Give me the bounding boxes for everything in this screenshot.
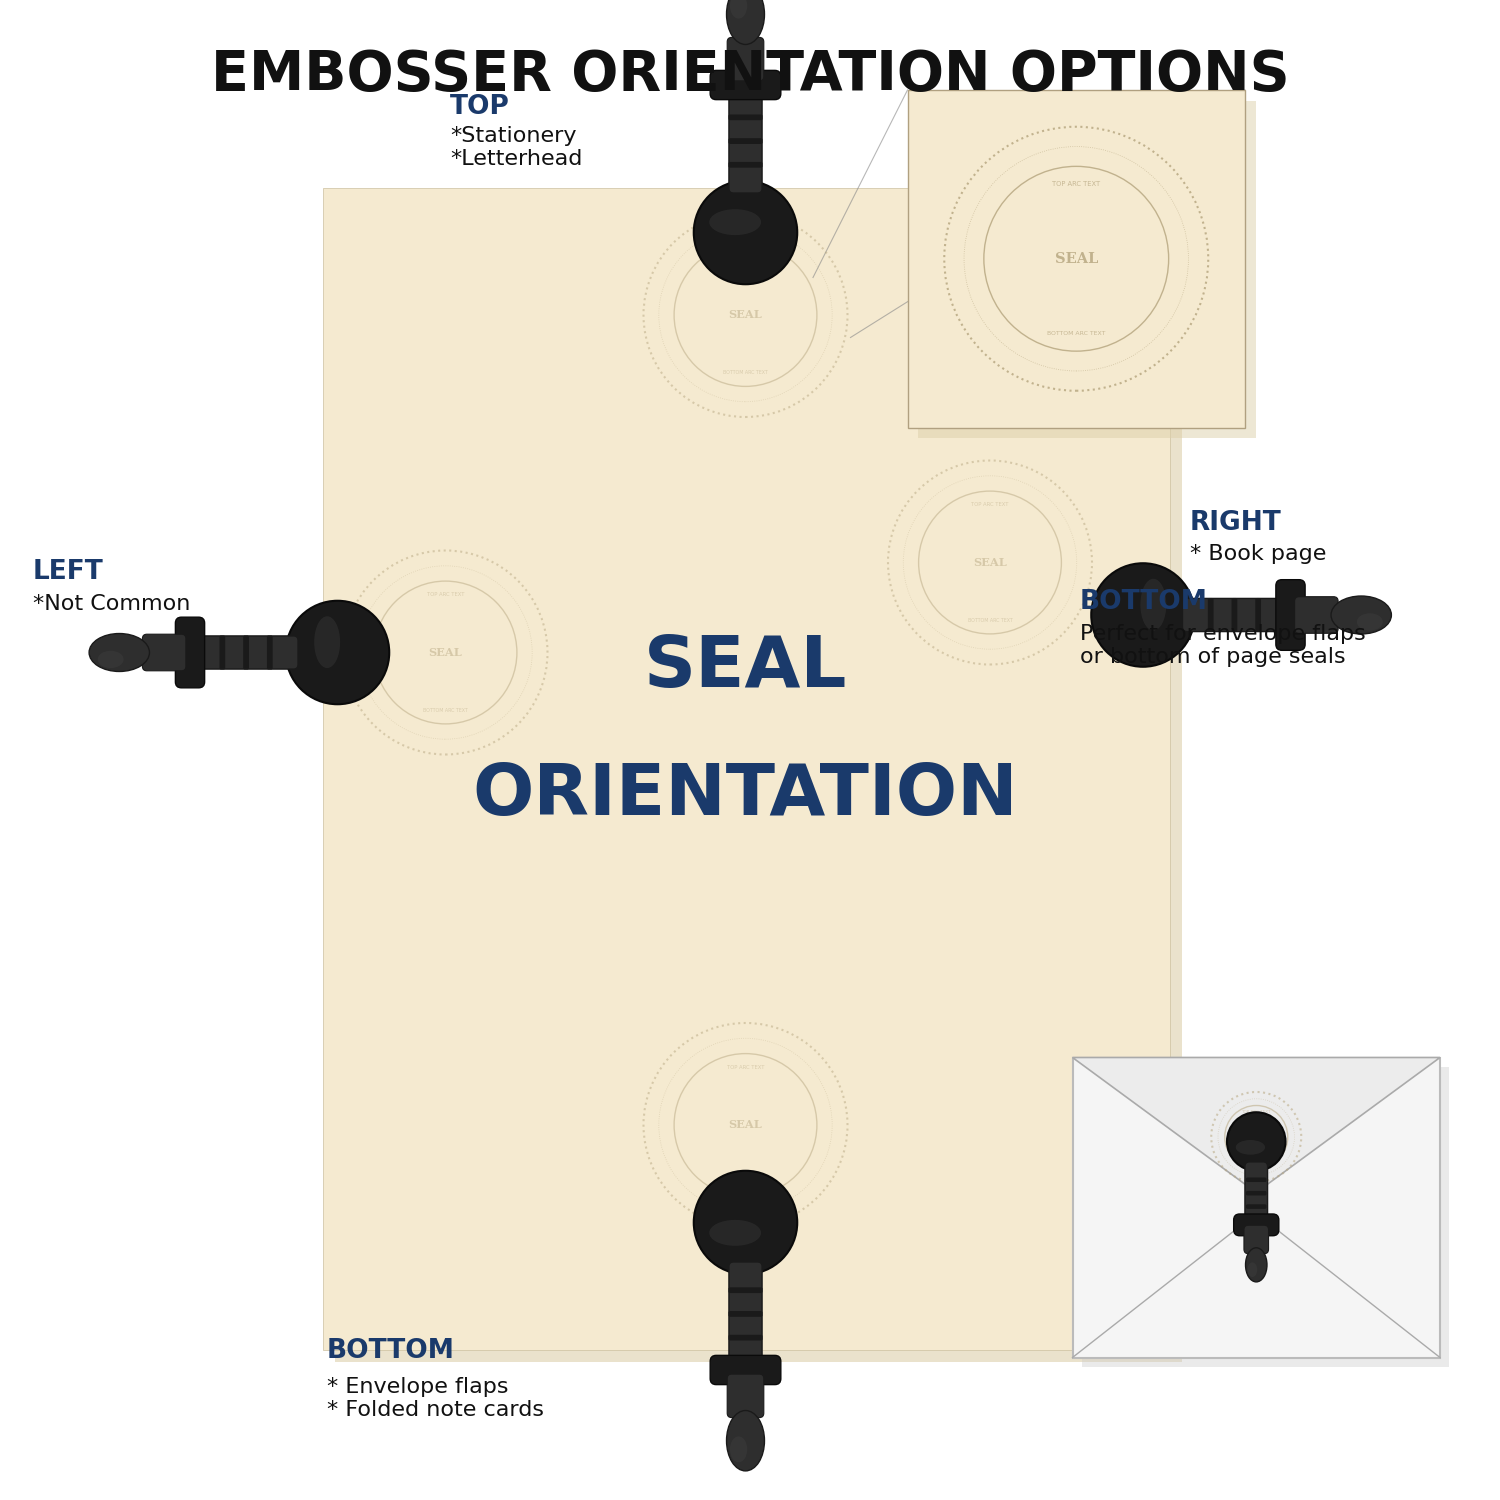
Text: BOTTOM: BOTTOM	[327, 1338, 454, 1364]
FancyBboxPatch shape	[1082, 1066, 1449, 1366]
FancyBboxPatch shape	[1246, 1204, 1266, 1209]
FancyBboxPatch shape	[728, 1374, 764, 1417]
Circle shape	[1090, 564, 1194, 666]
Ellipse shape	[1140, 579, 1167, 630]
Text: SEAL: SEAL	[1246, 1132, 1266, 1142]
Circle shape	[693, 182, 798, 285]
Text: * Envelope flaps
* Folded note cards: * Envelope flaps * Folded note cards	[327, 1377, 544, 1420]
Ellipse shape	[98, 651, 123, 668]
FancyBboxPatch shape	[1233, 1214, 1280, 1236]
FancyBboxPatch shape	[219, 636, 225, 669]
Circle shape	[693, 1170, 798, 1275]
FancyBboxPatch shape	[710, 70, 782, 99]
Text: BOTTOM: BOTTOM	[1080, 590, 1208, 615]
Text: SEAL: SEAL	[974, 556, 1006, 568]
Text: TOP ARC TEXT: TOP ARC TEXT	[726, 255, 764, 260]
Text: TOP ARC TEXT: TOP ARC TEXT	[726, 1065, 764, 1070]
FancyBboxPatch shape	[728, 38, 764, 81]
FancyBboxPatch shape	[729, 88, 762, 194]
Text: BOTTOM ARC TEXT: BOTTOM ARC TEXT	[968, 618, 1012, 622]
Text: SEAL: SEAL	[729, 1119, 762, 1131]
Circle shape	[1227, 1113, 1286, 1170]
Ellipse shape	[710, 1220, 760, 1246]
Ellipse shape	[88, 633, 150, 672]
Text: BOTTOM ARC TEXT: BOTTOM ARC TEXT	[723, 1180, 768, 1185]
FancyBboxPatch shape	[918, 100, 1256, 438]
FancyBboxPatch shape	[729, 1335, 762, 1341]
Text: ORIENTATION: ORIENTATION	[472, 760, 1019, 830]
Ellipse shape	[1330, 596, 1392, 634]
Ellipse shape	[1245, 1248, 1268, 1282]
FancyBboxPatch shape	[1245, 1162, 1268, 1224]
FancyBboxPatch shape	[1072, 1058, 1440, 1358]
FancyBboxPatch shape	[729, 1262, 762, 1366]
Text: *Stationery
*Letterhead: *Stationery *Letterhead	[450, 126, 582, 170]
FancyBboxPatch shape	[334, 200, 1182, 1362]
Ellipse shape	[726, 0, 765, 45]
Ellipse shape	[710, 209, 760, 236]
FancyBboxPatch shape	[729, 1311, 762, 1317]
Text: BOTTOM ARC TEXT: BOTTOM ARC TEXT	[423, 708, 468, 712]
Ellipse shape	[730, 1437, 747, 1462]
Text: SEAL: SEAL	[429, 646, 462, 658]
Text: BOTTOM ARC TEXT: BOTTOM ARC TEXT	[1238, 1161, 1275, 1164]
Polygon shape	[1072, 1058, 1440, 1192]
Ellipse shape	[1358, 614, 1383, 630]
FancyBboxPatch shape	[1294, 597, 1338, 633]
FancyBboxPatch shape	[142, 634, 186, 670]
Text: Perfect for envelope flaps
or bottom of page seals: Perfect for envelope flaps or bottom of …	[1080, 624, 1365, 668]
Ellipse shape	[314, 616, 340, 668]
FancyBboxPatch shape	[267, 636, 273, 669]
FancyBboxPatch shape	[1182, 598, 1287, 632]
Text: SEAL: SEAL	[644, 633, 848, 702]
Text: SEAL: SEAL	[729, 309, 762, 321]
FancyBboxPatch shape	[176, 616, 204, 688]
Text: EMBOSSER ORIENTATION OPTIONS: EMBOSSER ORIENTATION OPTIONS	[210, 48, 1290, 102]
Ellipse shape	[726, 1410, 765, 1472]
FancyBboxPatch shape	[729, 138, 762, 144]
FancyBboxPatch shape	[243, 636, 249, 669]
FancyBboxPatch shape	[1256, 598, 1262, 632]
FancyBboxPatch shape	[729, 114, 762, 120]
Text: BOTTOM ARC TEXT: BOTTOM ARC TEXT	[723, 370, 768, 375]
Text: TOP ARC TEXT: TOP ARC TEXT	[972, 503, 1008, 507]
Ellipse shape	[730, 0, 747, 18]
FancyBboxPatch shape	[1276, 579, 1305, 651]
Circle shape	[285, 602, 390, 705]
Text: * Book page: * Book page	[1190, 544, 1326, 564]
FancyBboxPatch shape	[710, 1356, 782, 1384]
Text: RIGHT: RIGHT	[1190, 510, 1281, 536]
Ellipse shape	[1248, 1263, 1257, 1276]
FancyBboxPatch shape	[1208, 598, 1214, 632]
FancyBboxPatch shape	[1246, 1191, 1266, 1196]
Text: BOTTOM ARC TEXT: BOTTOM ARC TEXT	[1047, 332, 1106, 336]
FancyBboxPatch shape	[322, 188, 1170, 1350]
Text: SEAL: SEAL	[1054, 252, 1098, 266]
FancyBboxPatch shape	[1232, 598, 1238, 632]
FancyBboxPatch shape	[1246, 1178, 1266, 1182]
FancyBboxPatch shape	[194, 636, 298, 669]
FancyBboxPatch shape	[729, 1287, 762, 1293]
Text: TOP ARC TEXT: TOP ARC TEXT	[1242, 1110, 1270, 1113]
FancyBboxPatch shape	[1244, 1226, 1269, 1254]
Text: *Not Common: *Not Common	[33, 594, 191, 613]
FancyBboxPatch shape	[908, 90, 1245, 427]
Text: TOP ARC TEXT: TOP ARC TEXT	[1052, 182, 1101, 188]
Text: TOP: TOP	[450, 94, 510, 120]
Text: TOP ARC TEXT: TOP ARC TEXT	[426, 592, 465, 597]
Text: LEFT: LEFT	[33, 560, 104, 585]
FancyBboxPatch shape	[729, 162, 762, 168]
Ellipse shape	[1236, 1140, 1264, 1155]
